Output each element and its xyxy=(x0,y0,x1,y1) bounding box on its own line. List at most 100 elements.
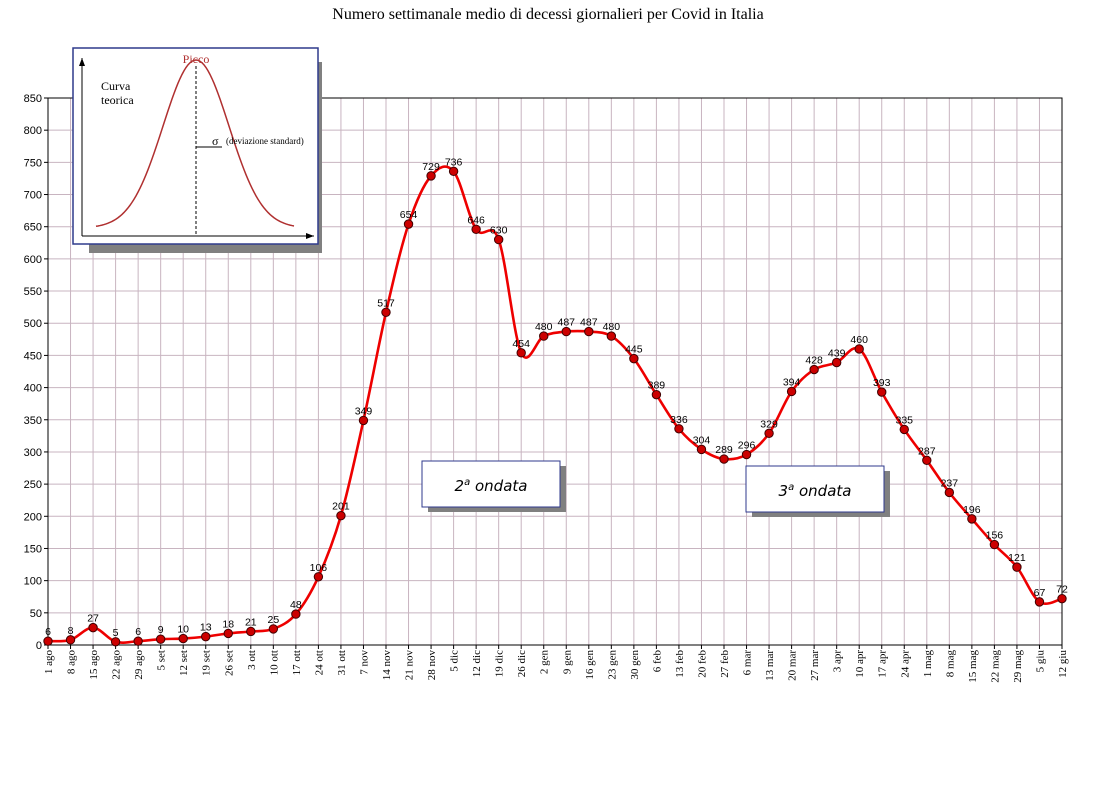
data-point xyxy=(561,326,571,337)
data-label: 394 xyxy=(783,376,801,388)
x-tick-label: 26 set xyxy=(223,650,235,676)
svg-text:3a ondata: 3a ondata xyxy=(779,482,852,500)
data-point xyxy=(403,219,414,229)
data-label: 25 xyxy=(267,614,279,626)
x-tick-label: 29 mag xyxy=(1012,650,1024,683)
data-point xyxy=(110,637,121,647)
inset-y-arrow-icon xyxy=(79,58,85,66)
data-point xyxy=(831,357,842,368)
x-tick-label: 1 ago xyxy=(43,650,55,675)
x-tick-label: 17 ott xyxy=(291,650,303,675)
data-point xyxy=(584,326,594,337)
data-point xyxy=(989,539,1000,550)
y-tick-label: 200 xyxy=(24,511,42,523)
data-point xyxy=(606,331,617,341)
x-tick-label: 24 ott xyxy=(313,650,325,675)
data-point xyxy=(944,487,955,498)
data-point xyxy=(516,348,526,358)
data-point xyxy=(268,624,279,634)
x-tick-label: 14 nov xyxy=(381,650,393,681)
x-tick-label: 16 gen xyxy=(584,650,596,680)
data-point xyxy=(922,455,932,466)
data-label: 729 xyxy=(422,161,440,173)
data-point xyxy=(313,572,324,582)
x-tick-label: 19 set xyxy=(201,650,213,676)
data-label: 296 xyxy=(738,440,756,452)
data-point xyxy=(493,234,504,245)
data-label: 156 xyxy=(986,530,1004,542)
x-tick-label: 15 ago xyxy=(88,650,100,680)
data-label: 487 xyxy=(558,317,576,329)
data-point xyxy=(674,424,684,434)
x-tick-label: 24 apr xyxy=(899,650,911,678)
data-point xyxy=(719,454,729,464)
data-point xyxy=(854,344,864,354)
inset-curve-label-2: teorica xyxy=(101,93,134,107)
data-point xyxy=(1057,593,1067,604)
data-label: 487 xyxy=(580,317,598,329)
data-label: 454 xyxy=(512,338,530,350)
data-label: 6 xyxy=(135,626,141,638)
data-label: 10 xyxy=(177,624,189,636)
data-label: 5 xyxy=(113,627,119,639)
x-tick-label: 5 giu xyxy=(1034,650,1046,673)
wave-3-annotation: 3a ondata xyxy=(745,465,890,517)
data-point xyxy=(1034,597,1045,607)
x-tick-label: 9 gen xyxy=(561,650,573,675)
y-tick-label: 0 xyxy=(36,640,42,652)
y-tick-label: 150 xyxy=(24,543,42,555)
x-tick-label: 10 ott xyxy=(268,650,280,675)
data-labels: 6 8 27 5 6 9 10 13 18 21 25 48 106 201 349 517 654 729 736… xyxy=(45,156,1068,638)
x-tick-label: 10 apr xyxy=(854,650,866,678)
y-tick-label: 500 xyxy=(24,318,42,330)
y-tick-label: 400 xyxy=(24,383,42,395)
x-tick-label: 1 mag xyxy=(922,650,934,678)
inset-x-arrow-icon xyxy=(306,233,314,239)
data-label: 480 xyxy=(535,321,553,333)
plot-area xyxy=(47,97,1063,646)
data-point xyxy=(223,628,233,639)
data-point xyxy=(155,634,166,644)
data-point xyxy=(967,514,977,524)
x-tick-label: 3 ott xyxy=(246,650,258,670)
y-tick-label: 850 xyxy=(24,93,42,105)
y-tick-label: 750 xyxy=(24,157,42,169)
x-tick-label: 28 nov xyxy=(426,650,438,681)
x-tick-label: 5 dic xyxy=(449,650,461,672)
data-label: 289 xyxy=(715,444,733,456)
data-point xyxy=(1012,562,1022,572)
data-label: 517 xyxy=(377,297,395,309)
data-label: 304 xyxy=(693,434,711,446)
y-tick-label: 300 xyxy=(24,447,42,459)
x-tick-label: 6 feb xyxy=(651,650,663,673)
x-tick-label: 20 mar xyxy=(787,650,799,681)
data-label: 196 xyxy=(963,504,981,516)
inset-bell-curve xyxy=(95,59,295,228)
data-label: 630 xyxy=(490,225,508,237)
x-tick-label: 8 mag xyxy=(944,650,956,678)
x-tick-label: 6 mar xyxy=(742,650,754,676)
data-point xyxy=(65,635,76,645)
x-tick-label: 3 apr xyxy=(832,650,844,673)
data-point xyxy=(43,636,53,646)
data-point xyxy=(899,424,909,435)
x-axis: 1 ago 8 ago 15 ago 22 ago 29 ago 5 set 12 set 1… xyxy=(43,645,1069,683)
y-tick-label: 350 xyxy=(24,415,42,427)
x-tick-label: 8 ago xyxy=(66,650,78,675)
x-tick-label: 13 feb xyxy=(674,650,686,678)
data-point xyxy=(448,166,459,177)
data-label: 72 xyxy=(1056,584,1068,596)
y-tick-label: 550 xyxy=(24,286,42,298)
x-tick-label: 15 mag xyxy=(967,650,979,683)
x-tick-label: 5 set xyxy=(156,650,168,670)
x-tick-label: 2 gen xyxy=(539,650,551,675)
y-tick-label: 800 xyxy=(24,125,42,137)
data-label: 329 xyxy=(760,418,778,430)
data-label: 8 xyxy=(68,625,74,637)
x-tick-label: 29 ago xyxy=(133,650,145,680)
data-point xyxy=(629,353,639,364)
svg-text:2a ondata: 2a ondata xyxy=(455,477,528,495)
data-label: 439 xyxy=(828,347,846,359)
data-label: 336 xyxy=(670,414,688,426)
data-point xyxy=(809,364,819,375)
